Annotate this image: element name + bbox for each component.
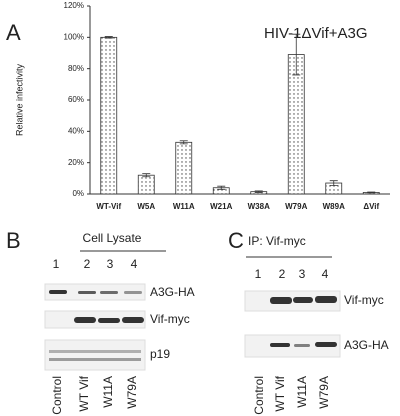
x-tick-label: W5A	[137, 202, 155, 211]
panel-label: A	[6, 20, 21, 45]
y-tick-label: 0%	[72, 189, 84, 198]
band	[315, 296, 337, 303]
x-tick-label: W89A	[323, 202, 345, 211]
band-label: A3G-HA	[344, 338, 389, 352]
band-label: Vif-myc	[344, 293, 384, 307]
y-tick-label: 80%	[68, 64, 84, 73]
bar	[137, 174, 155, 195]
panel-label: C	[228, 228, 244, 253]
band	[122, 317, 144, 323]
panel-title: IP: Vif-myc	[248, 234, 306, 248]
band-label: p19	[150, 347, 170, 361]
panel-label: B	[6, 228, 21, 253]
sample-label: WT Vif	[273, 375, 287, 411]
lane-number: 4	[131, 257, 138, 271]
y-tick-label: 100%	[64, 32, 84, 41]
bar	[175, 141, 193, 195]
sample-label: W11A	[101, 376, 115, 408]
sample-label: Control	[252, 376, 266, 415]
sample-label: WT Vif	[77, 375, 91, 411]
band-label: A3G-HA	[150, 285, 195, 299]
panel-title: Cell Lysate	[83, 231, 142, 245]
error-bar	[142, 173, 151, 178]
bar	[100, 36, 118, 195]
band	[270, 297, 292, 304]
blot	[44, 339, 146, 371]
band	[49, 358, 141, 361]
band	[100, 291, 118, 294]
band	[98, 318, 120, 323]
lane-number: 1	[53, 257, 60, 271]
lane-number: 4	[322, 267, 329, 281]
error-bar	[104, 36, 113, 39]
band	[315, 342, 337, 347]
error-bar	[367, 191, 376, 194]
y-tick-label: 60%	[68, 95, 84, 104]
band	[293, 297, 313, 303]
band	[49, 350, 141, 353]
blot	[244, 290, 341, 312]
y-tick-label: 40%	[68, 126, 84, 135]
band	[270, 343, 290, 347]
y-axis-label: Relative infectivity	[14, 63, 24, 136]
error-bar	[329, 180, 338, 186]
error-bar	[292, 33, 301, 76]
sample-label: W11A	[295, 376, 309, 408]
lane-number: 3	[299, 267, 306, 281]
lane-number: 3	[107, 257, 114, 271]
x-tick-label: W79A	[285, 202, 307, 211]
x-tick-label: ΔVif	[363, 202, 379, 211]
lane-number: 2	[279, 267, 286, 281]
error-bar	[254, 190, 263, 193]
error-bar	[217, 185, 226, 190]
bar	[287, 54, 305, 195]
lane-number: 1	[255, 267, 262, 281]
sample-label: Control	[50, 376, 64, 415]
annotation: HIV-1ΔVif+A3G	[264, 25, 368, 42]
y-tick-label: 20%	[68, 158, 84, 167]
band	[49, 290, 67, 294]
band	[78, 291, 96, 294]
lane-number: 2	[84, 257, 91, 271]
band	[124, 291, 142, 294]
error-bar	[179, 140, 188, 145]
band	[74, 317, 96, 323]
band-label: Vif-myc	[150, 312, 190, 326]
x-tick-label: WT-Vif	[96, 202, 121, 211]
x-tick-label: W21A	[210, 202, 232, 211]
blot	[244, 334, 341, 358]
sample-label: W79A	[125, 376, 139, 409]
x-tick-label: W38A	[248, 202, 270, 211]
y-tick-label: 120%	[64, 1, 84, 10]
x-tick-label: W11A	[173, 202, 195, 211]
sample-label: W79A	[317, 376, 331, 409]
band	[294, 344, 310, 347]
